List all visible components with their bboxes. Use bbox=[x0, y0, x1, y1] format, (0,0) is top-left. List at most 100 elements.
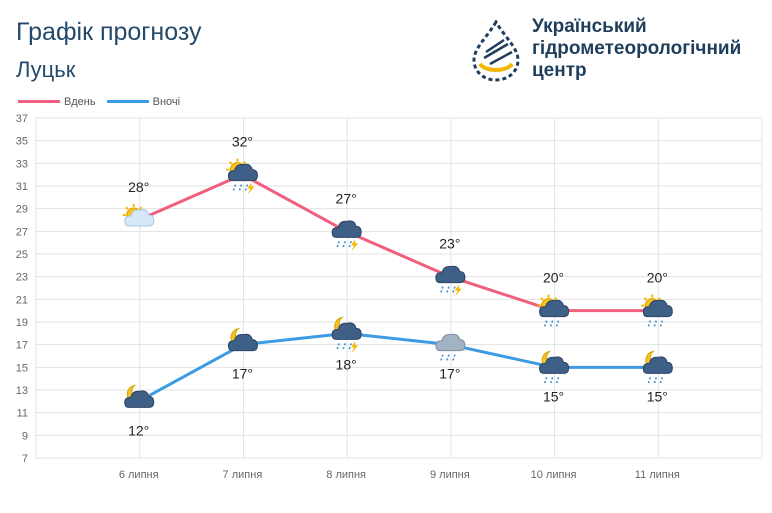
rain-drop bbox=[342, 343, 346, 350]
x-tick-label: 8 липня bbox=[326, 469, 366, 481]
rain-drop bbox=[543, 320, 548, 327]
x-tick-label: 9 липня bbox=[430, 469, 470, 481]
lightning-bolt bbox=[351, 239, 359, 252]
data-label-night: 17° bbox=[439, 366, 460, 382]
sun-ray bbox=[553, 297, 558, 301]
y-tick-label: 31 bbox=[16, 181, 28, 193]
y-tick-label: 15 bbox=[16, 362, 28, 374]
rain-drop bbox=[543, 377, 548, 384]
rain-drop bbox=[440, 286, 444, 293]
sun-ray bbox=[553, 310, 558, 315]
legend-item-night[interactable]: Вночі bbox=[106, 95, 181, 108]
cloud-shape bbox=[227, 163, 258, 182]
chart-legend: Вдень Вночі bbox=[18, 94, 188, 108]
sun-ray bbox=[540, 310, 544, 315]
y-tick-label: 13 bbox=[16, 385, 28, 397]
data-label-night: 18° bbox=[336, 356, 357, 372]
city-name: Луцьк bbox=[16, 57, 76, 82]
y-tick-label: 37 bbox=[16, 113, 28, 125]
sun-part bbox=[226, 158, 249, 181]
rain-drop bbox=[232, 184, 237, 191]
rain-drop bbox=[336, 241, 340, 248]
sun-part bbox=[537, 294, 560, 317]
cloud-shape bbox=[642, 299, 673, 318]
sun-ray bbox=[657, 297, 661, 301]
y-tick-label: 21 bbox=[16, 294, 28, 306]
y-tick-label: 33 bbox=[16, 158, 28, 170]
series-line-day bbox=[138, 173, 658, 313]
cloud-thunderstorm-rain-icon bbox=[435, 265, 466, 297]
moon-shape bbox=[334, 316, 354, 336]
rain-drop bbox=[446, 286, 450, 293]
sun-disc bbox=[229, 162, 245, 178]
cloud-shape bbox=[124, 209, 155, 227]
rain-drop bbox=[549, 320, 554, 327]
sun-ray bbox=[228, 161, 233, 165]
sun-ray bbox=[643, 310, 648, 315]
cloud-rain-icon bbox=[435, 333, 466, 361]
sun-disc bbox=[644, 298, 660, 314]
data-label-day: 28° bbox=[128, 179, 149, 195]
cloud-shape bbox=[539, 356, 570, 374]
legend-label-night: Вночі bbox=[152, 95, 181, 108]
sun-cloud-thunderstorm-rain-icon bbox=[226, 158, 258, 195]
org-name-line3: центр bbox=[532, 60, 587, 81]
sun-disc bbox=[541, 298, 557, 314]
cloud-shape bbox=[435, 265, 466, 284]
cloud-thunderstorm-rain-icon bbox=[331, 220, 362, 252]
moon-cloud-thunderstorm-rain-icon bbox=[331, 316, 362, 354]
sun-ray bbox=[138, 206, 143, 211]
organization-name: Український гідрометеорологічний центр bbox=[532, 16, 741, 82]
rain-drop bbox=[238, 184, 243, 191]
cloud-shape bbox=[124, 390, 155, 408]
rain-drop bbox=[647, 320, 652, 327]
rain-drop bbox=[452, 354, 456, 361]
data-label-day: 20° bbox=[647, 270, 668, 286]
cloud-shape bbox=[227, 333, 258, 352]
moon-cloud-icon bbox=[227, 327, 258, 352]
moon-shape bbox=[230, 327, 250, 347]
lightning-bolt bbox=[454, 284, 462, 297]
rain-drop bbox=[342, 241, 346, 248]
sun-partly-cloudy-icon bbox=[122, 204, 155, 227]
cloud-shape bbox=[642, 356, 673, 374]
legend-item-day[interactable]: Вдень bbox=[18, 96, 96, 108]
rain-drop bbox=[348, 241, 352, 248]
rain-drop bbox=[659, 377, 664, 384]
cloud-shape bbox=[539, 299, 570, 318]
data-label-night: 15° bbox=[543, 388, 564, 404]
rain-drop bbox=[659, 320, 664, 327]
sun-ray bbox=[138, 219, 143, 224]
legend-swatch-night bbox=[106, 100, 149, 103]
data-label-day: 23° bbox=[439, 236, 460, 252]
sun-cloud-rain-icon bbox=[537, 294, 570, 327]
moon-shape bbox=[645, 350, 665, 370]
data-label-night: 12° bbox=[128, 422, 149, 438]
cloud-shape bbox=[331, 220, 362, 238]
x-tick-label: 6 липня bbox=[119, 469, 159, 481]
sun-part bbox=[122, 204, 145, 226]
rain-drop bbox=[244, 184, 249, 191]
cloud-shape bbox=[435, 333, 466, 352]
rain-drop bbox=[653, 377, 658, 384]
rain-drop bbox=[653, 320, 658, 327]
sun-ray bbox=[125, 219, 129, 224]
x-tick-label: 10 липня bbox=[531, 469, 577, 481]
sun-ray bbox=[125, 206, 129, 211]
moon-cloud-icon bbox=[124, 384, 155, 408]
chart-title: Графік прогнозу bbox=[16, 18, 202, 46]
rain-drop bbox=[348, 343, 352, 350]
rain-drop bbox=[440, 354, 444, 361]
sun-part bbox=[641, 294, 664, 317]
moon-cloud-rain-icon bbox=[539, 350, 570, 384]
y-tick-label: 11 bbox=[17, 408, 28, 420]
x-tick-label: 11 липня bbox=[635, 469, 680, 481]
water-drop-logo-icon bbox=[472, 20, 520, 82]
sun-ray bbox=[657, 310, 661, 315]
cloud-shape bbox=[331, 322, 362, 340]
sun-disc bbox=[126, 207, 142, 223]
series-line-night bbox=[137, 331, 658, 403]
moon-shape bbox=[541, 350, 561, 370]
legend-swatch-day bbox=[18, 100, 60, 103]
y-tick-label: 27 bbox=[16, 226, 28, 238]
